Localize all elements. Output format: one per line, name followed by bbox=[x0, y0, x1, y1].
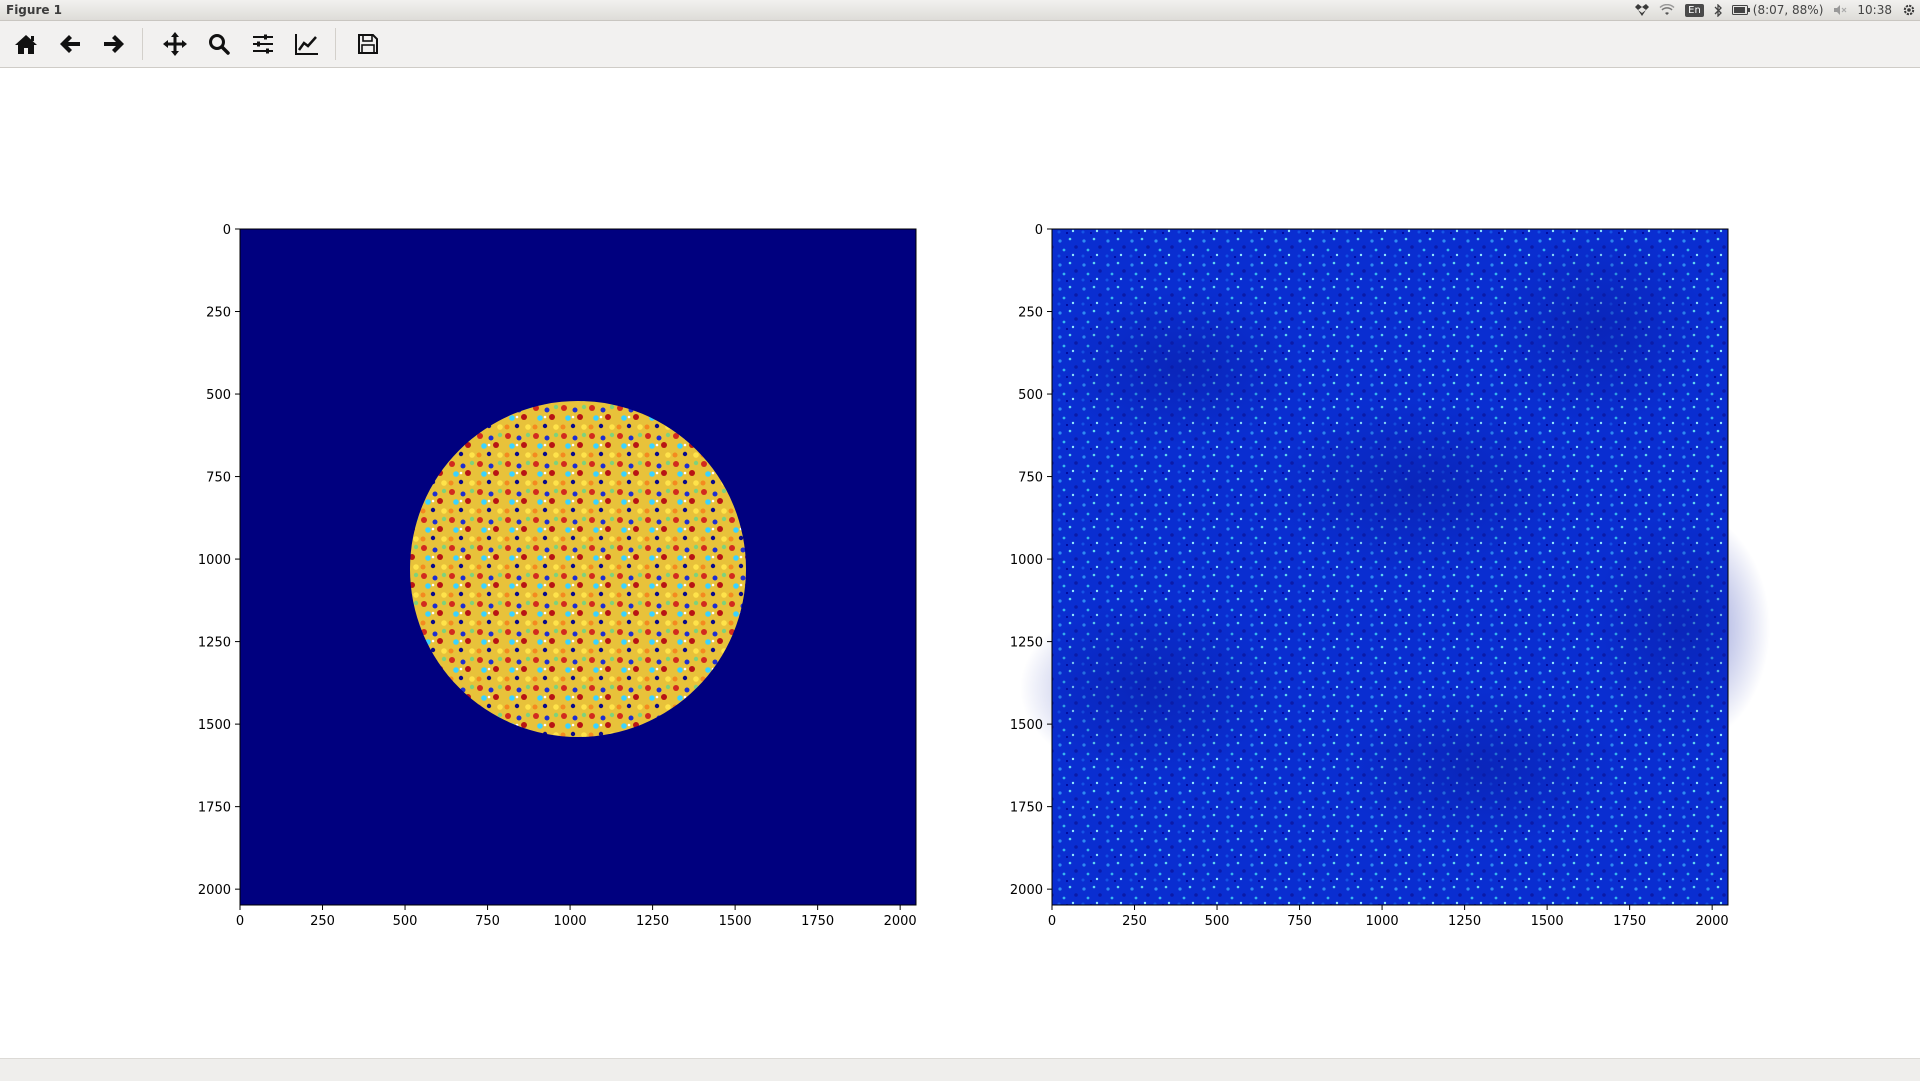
window-title: Figure 1 bbox=[6, 3, 63, 17]
left-x-tick-label: 1000 bbox=[554, 914, 587, 929]
magnifier-icon bbox=[209, 34, 230, 55]
forward-button[interactable] bbox=[94, 24, 134, 64]
left-y-tick-label: 750 bbox=[206, 471, 231, 486]
right-x-tick-label: 1000 bbox=[1366, 914, 1399, 929]
right-y-tick-label: 500 bbox=[1018, 388, 1043, 403]
right-x-tick-label: 0 bbox=[1048, 914, 1056, 929]
right-x-tick-label: 1500 bbox=[1531, 914, 1564, 929]
line-chart-icon bbox=[295, 34, 318, 55]
right-x-tick-label: 750 bbox=[1287, 914, 1312, 929]
right-x-tick-label: 250 bbox=[1122, 914, 1147, 929]
right-y-tick-label: 1750 bbox=[1010, 801, 1043, 816]
right-axes-frame bbox=[1051, 228, 1729, 906]
left-x-tick-label: 250 bbox=[310, 914, 335, 929]
floppy-disk-icon bbox=[358, 34, 378, 54]
keyboard-lang-icon[interactable]: En bbox=[1685, 3, 1704, 17]
dropbox-icon[interactable] bbox=[1635, 4, 1650, 16]
left-axes: 0 250 500 750 1000 1250 1500 1750 2000 0 250 500 750… bbox=[198, 223, 917, 929]
settings-gear-icon[interactable] bbox=[1902, 3, 1916, 17]
sliders-icon bbox=[253, 34, 273, 54]
figure-svg: 0 250 500 750 1000 1250 1500 1750 2000 0 250 500 750… bbox=[198, 223, 1770, 929]
status-strip bbox=[0, 1058, 1920, 1081]
right-x-tick-label: 1750 bbox=[1613, 914, 1646, 929]
left-x-tick-label: 1250 bbox=[636, 914, 669, 929]
right-y-tick-label: 1500 bbox=[1010, 718, 1043, 733]
clock[interactable]: 10:38 bbox=[1857, 3, 1892, 17]
left-x-tick-label: 500 bbox=[393, 914, 418, 929]
left-y-tick-label: 2000 bbox=[198, 883, 231, 898]
toolbar-separator bbox=[142, 28, 143, 60]
left-x-tick-label: 750 bbox=[475, 914, 500, 929]
subplots-button[interactable] bbox=[243, 24, 283, 64]
left-speckle-disk bbox=[410, 401, 746, 737]
left-y-tick-label: 1750 bbox=[198, 801, 231, 816]
right-y-tick-label: 1000 bbox=[1010, 553, 1043, 568]
right-axes: 0 250 500 750 1000 1250 1500 1750 2000 0 250 500 750… bbox=[1010, 223, 1770, 929]
left-y-tick-label: 250 bbox=[206, 306, 231, 321]
wifi-icon[interactable] bbox=[1659, 4, 1675, 16]
battery-icon[interactable]: (8:07, 88%) bbox=[1731, 3, 1824, 17]
edit-axes-button[interactable] bbox=[287, 24, 327, 64]
home-icon bbox=[15, 35, 37, 54]
left-y-tick-label: 1500 bbox=[198, 718, 231, 733]
right-y-tick-label: 250 bbox=[1018, 306, 1043, 321]
left-y-tick-label: 500 bbox=[206, 388, 231, 403]
battery-status: (8:07, 88%) bbox=[1752, 3, 1824, 17]
system-tray: En (8:07, 88%) 10:38 bbox=[1635, 3, 1916, 17]
figure-canvas[interactable]: 0 250 500 750 1000 1250 1500 1750 2000 0 250 500 750… bbox=[0, 68, 1920, 1058]
left-x-tick-label: 1750 bbox=[801, 914, 834, 929]
right-y-tick-label: 2000 bbox=[1010, 883, 1043, 898]
left-x-tick-label: 0 bbox=[236, 914, 244, 929]
top-panel: Figure 1 En (8:07, 88%) 10:38 bbox=[0, 0, 1920, 21]
home-button[interactable] bbox=[6, 24, 46, 64]
right-image-shading bbox=[1020, 228, 1770, 848]
left-x-tick-label: 2000 bbox=[884, 914, 917, 929]
right-y-tick-label: 750 bbox=[1018, 471, 1043, 486]
left-y-tick-label: 1250 bbox=[198, 636, 231, 651]
left-axes-frame bbox=[239, 228, 917, 906]
left-y-tick-label: 1000 bbox=[198, 553, 231, 568]
volume-muted-icon[interactable] bbox=[1833, 4, 1847, 16]
toolbar-separator bbox=[335, 28, 336, 60]
left-y-tick-label: 0 bbox=[223, 223, 231, 238]
save-button[interactable] bbox=[348, 24, 388, 64]
back-button[interactable] bbox=[50, 24, 90, 64]
zoom-button[interactable] bbox=[199, 24, 239, 64]
move-icon bbox=[163, 32, 187, 56]
right-x-tick-label: 1250 bbox=[1448, 914, 1481, 929]
right-x-tick-label: 500 bbox=[1205, 914, 1230, 929]
left-x-tick-label: 1500 bbox=[719, 914, 752, 929]
bluetooth-icon[interactable] bbox=[1714, 3, 1722, 17]
right-y-tick-label: 0 bbox=[1035, 223, 1043, 238]
arrow-left-icon bbox=[60, 35, 80, 53]
right-x-tick-label: 2000 bbox=[1696, 914, 1729, 929]
navigation-toolbar bbox=[0, 21, 1920, 68]
pan-button[interactable] bbox=[155, 24, 195, 64]
right-y-tick-label: 1250 bbox=[1010, 636, 1043, 651]
arrow-right-icon bbox=[104, 35, 124, 53]
